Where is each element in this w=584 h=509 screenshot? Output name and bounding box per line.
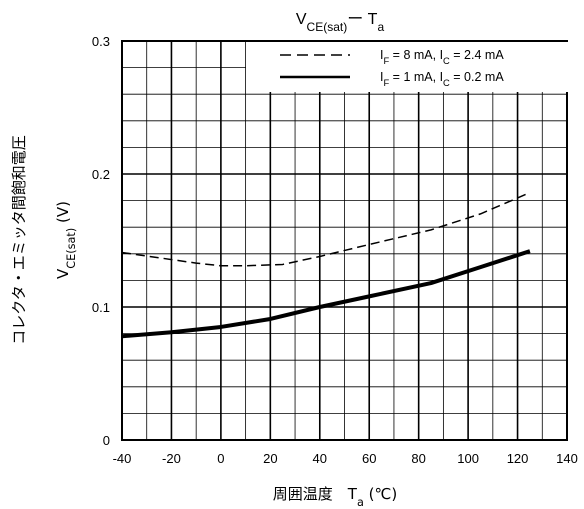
y-tick-labels: 0 0.1 0.2 0.3	[92, 34, 110, 448]
y-tick-label: 0.2	[92, 167, 110, 182]
y-tick-label: 0.1	[92, 300, 110, 315]
x-tick-label: 20	[263, 451, 277, 466]
y-tick-label: 0.3	[92, 34, 110, 49]
y-axis-label-jp: コレクタ・エミッタ間飽和電圧	[10, 135, 28, 344]
chart-title: VCE(sat)ー Ta	[296, 11, 385, 34]
x-tick-label: -40	[113, 451, 132, 466]
legend-box	[246, 42, 571, 92]
series-line-1	[121, 191, 531, 267]
x-tick-label: 40	[313, 451, 327, 466]
legend-label-series-2: IF = 1 mA, IC = 0.2 mA	[380, 70, 504, 88]
x-tick-label: 120	[507, 451, 529, 466]
x-tick-label: 100	[457, 451, 479, 466]
x-axis-label: 周囲温度 Ta (℃)	[273, 485, 397, 509]
grid-lines	[121, 40, 568, 441]
x-tick-label: 140	[556, 451, 578, 466]
x-tick-labels: -40 -20 0 20 40 60 80 100 120 140	[113, 451, 578, 466]
legend: IF = 8 mA, IC = 2.4 mA IF = 1 mA, IC = 0…	[246, 42, 571, 92]
y-tick-label: 0	[103, 433, 110, 448]
x-tick-label: 60	[362, 451, 376, 466]
series-line-2	[121, 249, 531, 339]
series-lines	[121, 191, 531, 339]
x-tick-label: 80	[411, 451, 425, 466]
legend-label-series-1: IF = 8 mA, IC = 2.4 mA	[380, 48, 504, 66]
y-axis-label-symbol: VCE(sat) (V)	[54, 201, 78, 279]
x-tick-label: 0	[217, 451, 224, 466]
plot-frame	[121, 40, 568, 441]
x-tick-label: -20	[162, 451, 181, 466]
